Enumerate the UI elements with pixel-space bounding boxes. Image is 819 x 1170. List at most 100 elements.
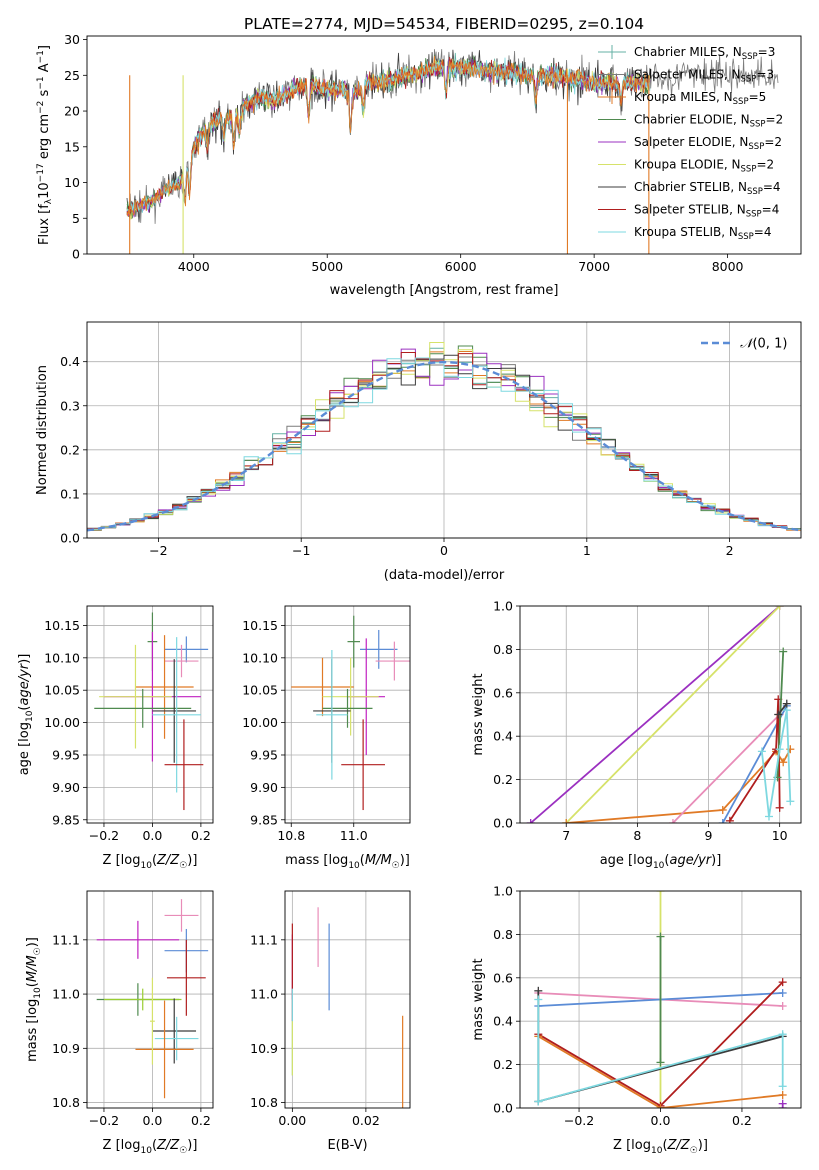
plot-area-residuals [87, 342, 801, 533]
x-axis-label-part: Z/Z [667, 1138, 691, 1153]
plot-area-weight_vs_Z [534, 891, 787, 1108]
legend-label-sub: SSP [750, 120, 766, 130]
weight-series-line [777, 703, 788, 716]
y-axis-label-part: 10 [25, 710, 35, 722]
axes-frame [284, 890, 411, 1109]
y-tick-label: 0.3 [60, 398, 80, 413]
y-axis-label-part: −1 [36, 76, 46, 89]
y-axis-label: Normed distribution [35, 365, 50, 495]
y-tick-label: 10.10 [242, 650, 278, 665]
x-tick-label: −2 [149, 543, 167, 558]
y-tick-label: 25 [64, 68, 80, 83]
legend-label-text: =4 [762, 203, 780, 217]
y-tick-label: 9.90 [52, 780, 80, 795]
x-axis-label: Z [log10(Z/Z☉)] [103, 1138, 198, 1156]
legend-label-text: =4 [763, 180, 781, 194]
legend-label-text: =2 [766, 113, 784, 127]
x-axis-label: (data-model)/error [384, 568, 505, 583]
y-axis-label-part: M/M [25, 955, 40, 982]
x-axis-label: age [log10(age/yr)] [600, 853, 722, 871]
y-axis-label-part: Normed distribution [35, 365, 50, 495]
x-axis-label-part: Z/Z [156, 853, 180, 868]
x-tick-label: 10 [772, 828, 788, 843]
axes-frame [86, 321, 802, 539]
x-axis-label-part: age/yr [669, 853, 712, 868]
y-tick-label: 10.00 [44, 715, 80, 730]
panel-age_vs_mass: 10.8 11.0 9.85 9.90 9.95 10.00 10.05 10.10 10.15… [242, 605, 411, 871]
legend-label-text: =2 [764, 135, 782, 149]
panel-spectrum: 4000 5000 6000 7000 8000 0 5 10 15 20 25 30 Chabrier… [36, 32, 802, 298]
x-axis-label-part: 10 [651, 1146, 663, 1156]
axes-frame [86, 890, 214, 1109]
weight-series-line [672, 713, 781, 823]
axes-frame [519, 890, 802, 1109]
y-tick-label: 1.0 [493, 884, 513, 899]
legend-label-text: Salpeter MILES, N [634, 68, 741, 82]
y-axis-label-part: age/yr [17, 662, 32, 705]
x-axis-label-part: 10 [653, 861, 665, 871]
x-axis-label: Z [log10(Z/Z☉)] [613, 1138, 708, 1156]
weight-series-line [537, 999, 784, 1103]
y-tick-label: 0.8 [493, 642, 513, 657]
x-axis-label-part: (data-model)/error [384, 568, 505, 583]
y-tick-label: 0.2 [493, 1057, 513, 1072]
legend-label-text: Salpeter STELIB, N [634, 203, 746, 217]
x-axis-label-part: age [log [600, 853, 653, 868]
y-tick-label: 0.2 [493, 772, 513, 787]
weight-series-line [721, 705, 788, 823]
y-tick-label: 11.1 [52, 932, 80, 947]
x-tick-label: 6000 [445, 259, 477, 274]
panel-age_vs_Z: −0.2 0.0 0.2 9.85 9.90 9.95 10.00 10.05 10.10 10.… [17, 605, 214, 871]
x-axis-label-part: ( [664, 853, 669, 868]
x-axis-label: mass [log10(M/M☉)] [285, 853, 410, 871]
x-axis-label-part: E(B-V) [327, 1138, 367, 1153]
legend-label-text: Chabrier MILES, N [634, 45, 742, 59]
legend-label-text: =3 [758, 45, 776, 59]
y-axis-label-part: −1 [36, 50, 46, 63]
legend-label-text: =4 [754, 225, 772, 239]
y-axis-label-part: −17 [36, 163, 46, 182]
axes-frame [86, 35, 802, 255]
axes-frame [284, 605, 411, 824]
x-axis-label-part: Z [log [103, 853, 141, 868]
x-axis-label: wavelength [Angstrom, rest frame] [330, 283, 559, 298]
legend-label: Kroupa ELODIE, NSSP=2 [634, 158, 774, 175]
y-tick-label: 30 [64, 32, 80, 47]
plot-area-mass_vs_Z [96, 899, 209, 1099]
y-axis-label: age [log10(age/yr)] [17, 654, 35, 776]
y-tick-label: 1.0 [493, 599, 513, 614]
x-tick-label: 0.0 [651, 1113, 671, 1128]
histogram-step [87, 357, 801, 532]
x-tick-label: −0.2 [89, 1113, 119, 1128]
legend-label: Salpeter MILES, NSSP=3 [634, 68, 774, 85]
legend-label: Chabrier MILES, NSSP=3 [634, 45, 775, 62]
x-tick-label: 0.0 [142, 1113, 162, 1128]
x-axis-label: E(B-V) [327, 1138, 367, 1153]
y-axis-label-part: mass weight [471, 958, 486, 1040]
legend-label: Salpeter ELODIE, NSSP=2 [634, 135, 782, 152]
x-tick-label: 7000 [578, 259, 610, 274]
legend-label: Salpeter STELIB, NSSP=4 [634, 203, 779, 220]
y-tick-label: 0 [72, 247, 80, 262]
x-axis-label-part: ( [662, 1138, 667, 1153]
y-tick-label: 0.8 [493, 927, 513, 942]
weight-series-line [530, 606, 781, 823]
y-axis-label-part: mass weight [471, 673, 486, 755]
x-tick-label: 11.0 [340, 828, 368, 843]
y-tick-label: 0.0 [60, 531, 80, 546]
legend-label-text: =3 [756, 68, 774, 82]
y-axis-label-part: erg cm [37, 114, 52, 163]
y-tick-label: 0.0 [493, 816, 513, 831]
legend-label-text: Kroupa STELIB, N [634, 225, 738, 239]
x-tick-label: 1 [583, 543, 591, 558]
legend-label: Kroupa MILES, NSSP=5 [634, 90, 766, 107]
legend-label-text: Kroupa ELODIE, N [634, 158, 741, 172]
legend-label-sub: SSP [741, 75, 757, 85]
x-axis-label-part: ☉ [392, 861, 400, 871]
legend-label-sub: SSP [738, 232, 754, 242]
plot-area-mass_vs_ebv [291, 907, 404, 1108]
x-tick-label: 10.8 [277, 828, 305, 843]
y-tick-label: 10.10 [44, 650, 80, 665]
